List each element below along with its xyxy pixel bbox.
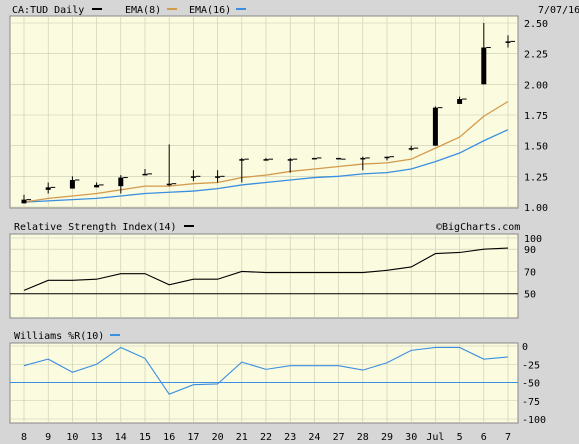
price-bar-body [336,157,342,160]
price-bar-body [287,159,293,161]
price-bar-body [481,47,487,85]
ema16-legend-swatch [236,8,246,10]
x-tick-label: 22 [260,432,272,443]
price-bar-body [21,199,27,204]
price-bar-body [118,177,124,187]
price-bar-body [142,173,148,176]
price-y-tick-label: 1.25 [524,172,548,183]
price-bar-body [215,176,221,178]
williams-y-tick-label: -50 [522,379,540,390]
price-bar-body [190,176,196,178]
price-y-tick-label: 2.00 [524,80,548,91]
x-tick-label: 14 [115,432,127,443]
price-bars [21,23,515,204]
x-tick-label: 8 [21,432,27,443]
ema8-legend-label: EMA(8) [125,5,161,16]
x-tick-label: 9 [45,432,51,443]
x-tick-label: 17 [187,432,199,443]
x-tick-label: 23 [284,432,296,443]
williams-y-tick-label: -75 [522,397,540,408]
ema8-legend-swatch [167,8,177,10]
date-label: 7/07/16 [538,5,579,16]
x-tick-label: 13 [91,432,103,443]
x-tick-label: 27 [333,432,345,443]
williams-y-tick-label: -100 [522,415,546,426]
x-tick-label: 24 [308,432,320,443]
x-tick-label: 5 [457,432,463,443]
price-bar-body [457,99,463,104]
price-bar-body [432,107,438,146]
x-tick-label: 7 [505,432,511,443]
price-bar-body [239,159,245,161]
price-bar-body [45,187,51,190]
price-bar-body [384,156,390,159]
rsi-y-tick-label: 50 [524,290,536,301]
x-tick-label: 6 [481,432,487,443]
williams-line [23,346,509,395]
price-bar-body [408,148,414,150]
price-legend-swatch [92,8,102,10]
x-tick-label: 16 [163,432,175,443]
reference-lines [10,293,518,383]
price-y-tick-label: 2.25 [524,50,548,61]
rsi-title: Relative Strength Index(14) [14,222,177,233]
watermark: ©BigCharts.com [436,222,520,233]
series-lines [23,100,509,395]
rsi-legend-swatch [184,225,194,227]
price-bar-body [69,180,75,189]
x-tick-label: 29 [381,432,393,443]
x-tick-label: 15 [139,432,151,443]
price-y-tick-label: 1.50 [524,142,548,153]
price-bar-body [94,184,100,188]
williams-y-tick-label: -25 [522,360,540,371]
price-y-tick-label: 2.50 [524,19,548,30]
ema16-line [23,129,509,203]
x-tick-label: 28 [357,432,369,443]
x-tick-label: 10 [66,432,78,443]
williams-y-tick-label: 0 [522,342,528,353]
gridlines [10,16,518,423]
ema16-legend-label: EMA(16) [189,5,231,16]
rsi-y-tick-label: 100 [524,234,542,245]
price-panel [9,15,519,209]
x-tick-label: Jul [426,432,444,443]
x-tick-label: 21 [236,432,248,443]
ema8-line [23,100,509,203]
rsi-panel [9,233,519,319]
williams-title: Williams %R(10) [14,331,104,342]
price-bar-body [166,183,172,186]
price-bar-body [263,159,269,161]
rsi-y-tick-label: 70 [524,267,536,278]
price-y-tick-label: 1.75 [524,111,548,122]
price-bar-body [311,157,317,160]
symbol-label: CA:TUD Daily [12,5,84,16]
x-tick-labels: 8 9 10 13 14 15 16 17 20 21 22 23 24 27 28 29 30 Jul 5 6 7 [21,432,511,443]
x-tick-label: 20 [212,432,224,443]
rsi-line [23,247,509,291]
williams-legend-swatch [110,334,120,336]
price-bar-body [360,157,366,160]
price-y-tick-label: 1.00 [524,203,548,214]
rsi-y-tick-label: 90 [524,245,536,256]
x-tick-label: 30 [405,432,417,443]
price-bar-body [505,41,511,43]
